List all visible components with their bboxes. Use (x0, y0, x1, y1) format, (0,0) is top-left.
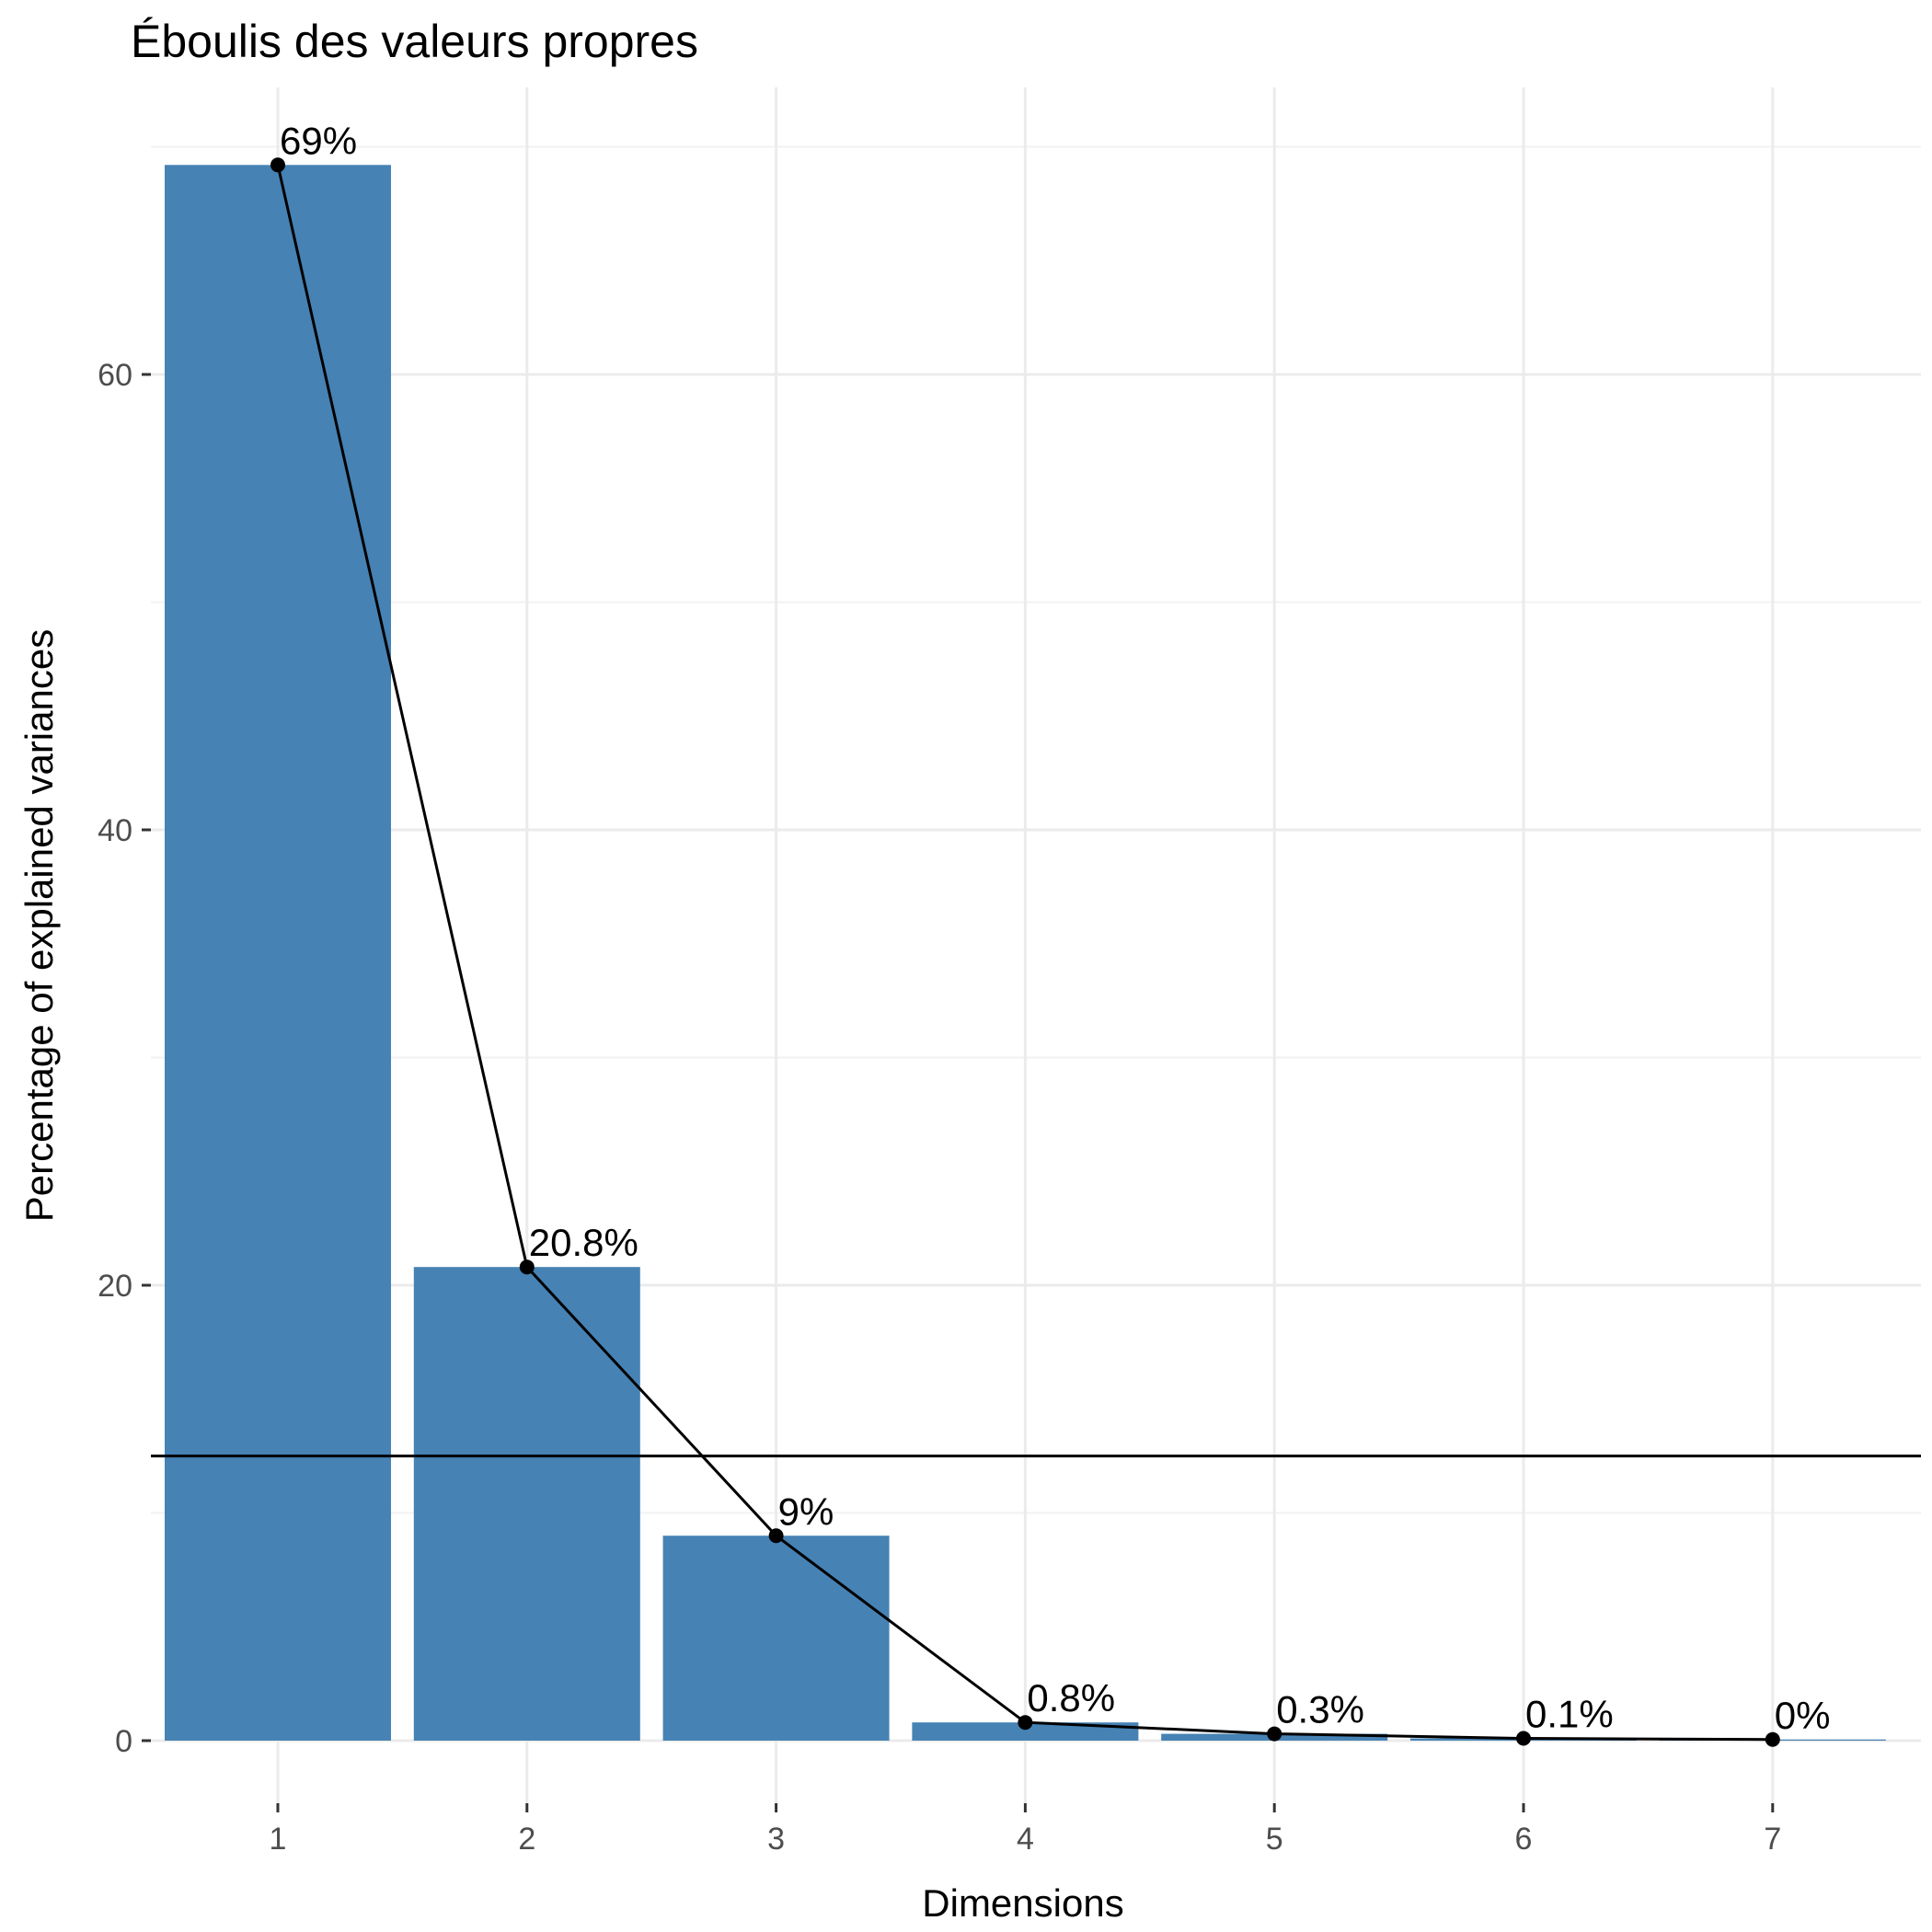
bar-dim-2 (413, 1267, 640, 1741)
y-tick-label: 40 (98, 813, 132, 848)
x-tick-label: 3 (767, 1822, 785, 1857)
point-dim-4 (1018, 1715, 1033, 1731)
point-dim-6 (1516, 1731, 1531, 1746)
x-tick-label: 7 (1764, 1822, 1781, 1857)
point-dim-7 (1765, 1731, 1780, 1747)
x-tick-label: 2 (518, 1822, 535, 1857)
data-label-dim-2: 20.8% (529, 1221, 638, 1264)
data-labels: 69% 20.8% 9% 0.8% 0.3% 0.1% 0% (280, 119, 1831, 1736)
point-dim-1 (270, 157, 285, 173)
data-label-dim-6: 0.1% (1525, 1693, 1614, 1736)
y-tick-label: 0 (115, 1724, 132, 1759)
data-label-dim-3: 9% (778, 1489, 834, 1533)
bar-dim-3 (662, 1535, 890, 1741)
x-tick-label: 4 (1017, 1822, 1034, 1857)
axes: 0 20 40 60 1 2 3 4 5 6 7 (98, 358, 1781, 1857)
y-axis-title: Percentage of explained variances (17, 629, 61, 1222)
point-dim-5 (1267, 1726, 1282, 1742)
data-label-dim-1: 69% (280, 119, 357, 162)
data-label-dim-5: 0.3% (1276, 1688, 1364, 1731)
y-tick-label: 20 (98, 1269, 132, 1304)
x-tick-label: 5 (1266, 1822, 1283, 1857)
variance-points (270, 157, 1780, 1747)
x-tick-label: 6 (1515, 1822, 1533, 1857)
x-axis-title: Dimensions (922, 1881, 1123, 1925)
chart-title: Éboulis des valeurs propres (131, 16, 698, 67)
data-label-dim-7: 0% (1775, 1694, 1831, 1737)
bars (165, 165, 1886, 1741)
x-tick-label: 1 (270, 1822, 287, 1857)
point-dim-3 (768, 1528, 784, 1544)
y-tick-label: 60 (98, 358, 132, 393)
bar-dim-4 (912, 1722, 1139, 1741)
point-dim-2 (519, 1259, 535, 1275)
bar-dim-1 (165, 165, 391, 1741)
data-label-dim-4: 0.8% (1027, 1676, 1115, 1719)
